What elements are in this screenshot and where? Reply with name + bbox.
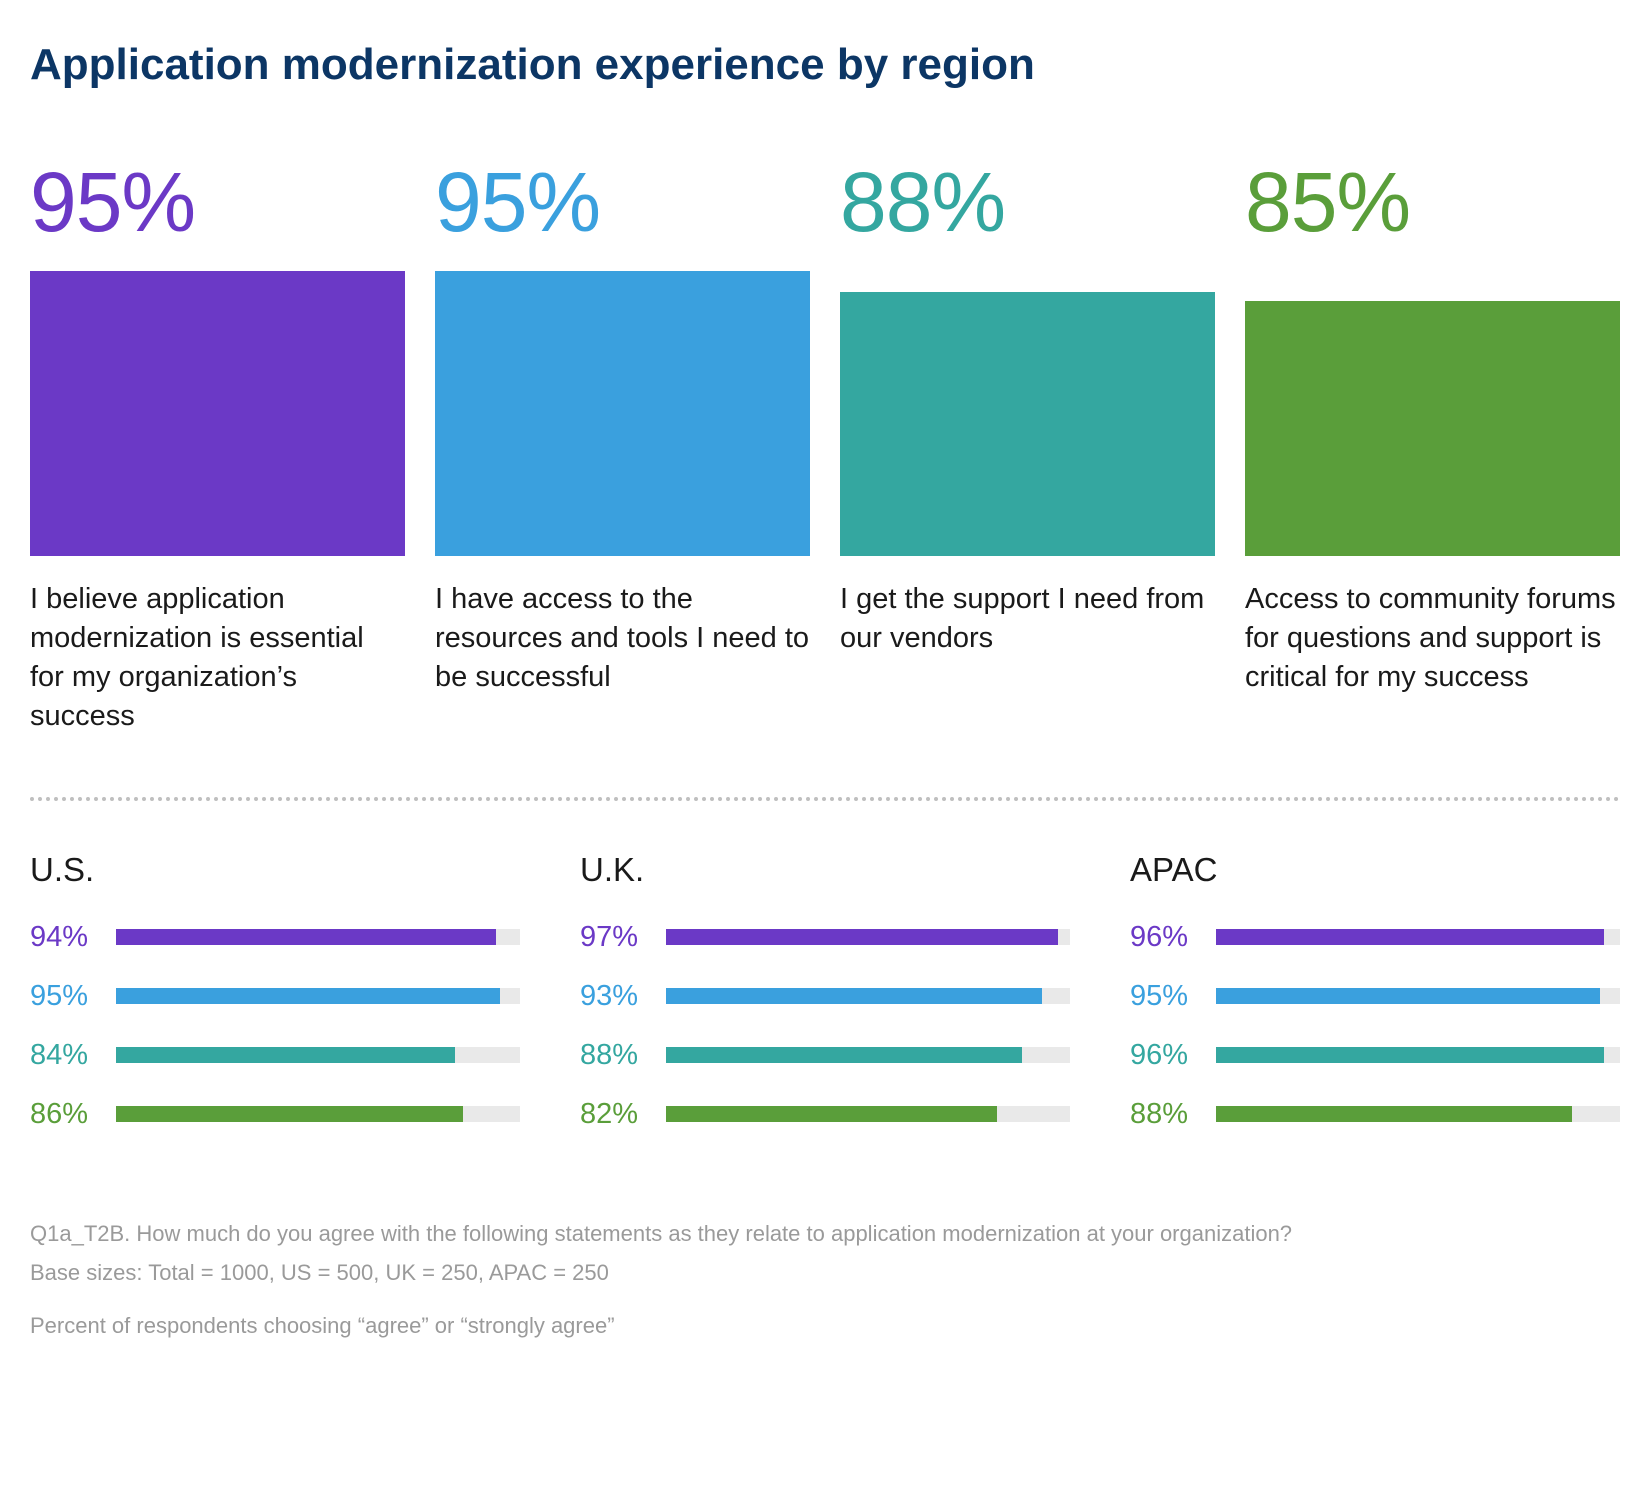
region-name: APAC <box>1130 851 1620 889</box>
region-bar-fill <box>1216 988 1600 1004</box>
region-bar-track <box>666 929 1070 945</box>
region-bar-value: 96% <box>1130 921 1216 954</box>
region-bar-track <box>116 929 520 945</box>
region-bar-fill <box>666 1106 997 1122</box>
region-bar-fill <box>666 1047 1022 1063</box>
region-bar-value: 96% <box>1130 1039 1216 1072</box>
region-bar-track <box>666 1106 1070 1122</box>
region-bar-value: 95% <box>30 980 116 1013</box>
region-bar-value: 84% <box>30 1039 116 1072</box>
region-bar-row: 94% <box>30 921 520 954</box>
region-bar-fill <box>666 929 1058 945</box>
region-bar-track <box>116 1106 520 1122</box>
region-bar-row: 93% <box>580 980 1070 1013</box>
region-bar-track <box>116 1047 520 1063</box>
region-bar-value: 82% <box>580 1098 666 1131</box>
top-bar-fill <box>840 292 1215 556</box>
region-bar-value: 93% <box>580 980 666 1013</box>
region-bar-fill <box>116 929 496 945</box>
region-bar-value: 95% <box>1130 980 1216 1013</box>
region-bar-row: 96% <box>1130 1039 1620 1072</box>
top-bar-item: 95% I have access to the resources and to… <box>435 160 810 737</box>
region-bar-row: 86% <box>30 1098 520 1131</box>
region-column: APAC 96% 95% 96% 88% <box>1130 851 1620 1157</box>
page-title: Application modernization experience by … <box>30 40 1620 90</box>
top-bar-item: 85% Access to community forums for questi… <box>1245 160 1620 737</box>
region-bar-value: 94% <box>30 921 116 954</box>
top-bar-track <box>840 256 1215 556</box>
top-bar-value: 95% <box>435 160 810 244</box>
region-bar-track <box>1216 1047 1620 1063</box>
region-bar-value: 97% <box>580 921 666 954</box>
region-bar-value: 88% <box>1130 1098 1216 1131</box>
region-bar-track <box>116 988 520 1004</box>
region-bar-row: 95% <box>30 980 520 1013</box>
region-bar-row: 88% <box>580 1039 1070 1072</box>
footnote-base: Base sizes: Total = 1000, US = 500, UK =… <box>30 1256 1620 1289</box>
region-bar-row: 88% <box>1130 1098 1620 1131</box>
region-bar-fill <box>1216 929 1604 945</box>
top-bar-label: I have access to the resources and tools… <box>435 580 810 697</box>
footnotes: Q1a_T2B. How much do you agree with the … <box>30 1217 1620 1342</box>
region-bar-row: 97% <box>580 921 1070 954</box>
top-bar-value: 88% <box>840 160 1215 244</box>
top-bar-fill <box>30 271 405 556</box>
section-divider <box>30 797 1620 801</box>
footnote-question: Q1a_T2B. How much do you agree with the … <box>30 1217 1620 1250</box>
top-bar-value: 95% <box>30 160 405 244</box>
top-bar-label: I believe application modernization is e… <box>30 580 405 737</box>
top-bar-fill <box>1245 301 1620 556</box>
regions-chart: U.S. 94% 95% 84% 86% U.K. 97% 93% 88% 82% APAC 96% 9… <box>30 851 1620 1157</box>
region-bar-row: 82% <box>580 1098 1070 1131</box>
top-bar-track <box>435 256 810 556</box>
top-bar-value: 85% <box>1245 160 1620 244</box>
region-bar-row: 84% <box>30 1039 520 1072</box>
region-bar-value: 88% <box>580 1039 666 1072</box>
region-bar-row: 95% <box>1130 980 1620 1013</box>
region-bar-value: 86% <box>30 1098 116 1131</box>
region-bar-track <box>1216 1106 1620 1122</box>
top-bar-item: 95% I believe application modernization i… <box>30 160 405 737</box>
region-name: U.S. <box>30 851 520 889</box>
region-bar-track <box>1216 929 1620 945</box>
footnote-method: Percent of respondents choosing “agree” … <box>30 1309 1620 1342</box>
region-bar-track <box>1216 988 1620 1004</box>
region-bar-track <box>666 1047 1070 1063</box>
region-column: U.K. 97% 93% 88% 82% <box>580 851 1070 1157</box>
region-bar-fill <box>1216 1047 1604 1063</box>
top-bar-fill <box>435 271 810 556</box>
region-bar-fill <box>116 1106 463 1122</box>
region-bar-fill <box>666 988 1042 1004</box>
top-bar-track <box>1245 256 1620 556</box>
region-bar-track <box>666 988 1070 1004</box>
top-bar-item: 88% I get the support I need from our ven… <box>840 160 1215 737</box>
top-bar-label: Access to community forums for questions… <box>1245 580 1620 697</box>
top-bar-track <box>30 256 405 556</box>
region-name: U.K. <box>580 851 1070 889</box>
region-bar-row: 96% <box>1130 921 1620 954</box>
region-bar-fill <box>1216 1106 1572 1122</box>
region-bar-fill <box>116 1047 455 1063</box>
top-bar-label: I get the support I need from our vendor… <box>840 580 1215 658</box>
top-bar-chart: 95% I believe application modernization i… <box>30 160 1620 737</box>
region-bar-fill <box>116 988 500 1004</box>
region-column: U.S. 94% 95% 84% 86% <box>30 851 520 1157</box>
